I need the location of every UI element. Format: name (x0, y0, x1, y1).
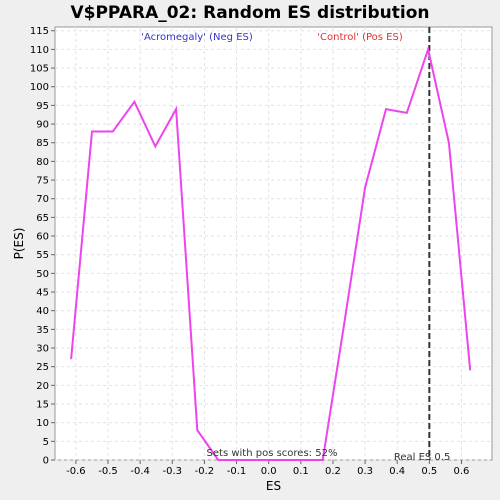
y-tick-label: 115 (30, 26, 49, 37)
y-tick-label: 55 (36, 250, 49, 261)
x-tick-label: 0.2 (325, 466, 341, 477)
y-tick-label: 95 (36, 101, 49, 112)
y-tick-label: 40 (36, 306, 49, 317)
x-tick-label: 0.6 (454, 466, 470, 477)
y-tick-label: 15 (36, 400, 49, 411)
y-tick-label: 90 (36, 120, 49, 131)
y-tick-label: 75 (36, 176, 49, 187)
y-tick-label: 0 (43, 456, 49, 467)
sets-pos-label: Sets with pos scores: 52% (207, 448, 338, 459)
x-tick-label: 0.0 (261, 466, 277, 477)
y-tick-label: 10 (36, 418, 49, 429)
y-tick-label: 110 (30, 45, 49, 56)
x-tick-label: -0.2 (195, 466, 215, 477)
y-tick-label: 105 (30, 64, 49, 75)
x-tick-label: 0.5 (421, 466, 437, 477)
y-tick-label: 20 (36, 381, 49, 392)
x-tick-label: -0.4 (130, 466, 150, 477)
y-tick-label: 30 (36, 344, 49, 355)
y-tick-label: 85 (36, 138, 49, 149)
neg-es-label: 'Acromegaly' (Neg ES) (141, 32, 253, 43)
y-tick-label: 65 (36, 213, 49, 224)
x-tick-label: -0.3 (163, 466, 183, 477)
plot-area (54, 26, 493, 461)
real-es-label: Real ES 0.5 (394, 452, 450, 463)
x-tick-label: 0.3 (357, 466, 373, 477)
pos-es-label: 'Control' (Pos ES) (317, 32, 403, 43)
y-axis-label: P(ES) (12, 228, 26, 260)
x-tick-label: 0.4 (389, 466, 405, 477)
y-tick-label: 5 (43, 437, 49, 448)
y-tick-label: 50 (36, 269, 49, 280)
x-axis: -0.6 -0.5 -0.4 -0.3 -0.2 -0.1 0.0 0.1 0.2 0.3 0.4 0… (66, 460, 469, 477)
x-tick-label: -0.6 (66, 466, 86, 477)
y-tick-label: 100 (30, 82, 49, 93)
y-tick-label: 60 (36, 232, 49, 243)
x-tick-label: -0.5 (98, 466, 118, 477)
y-tick-label: 25 (36, 362, 49, 373)
y-axis: 0 5 10 15 20 25 30 35 40 45 50 55 60 65 70 75 80 85 90 95 10… (30, 26, 55, 467)
x-axis-label: ES (266, 479, 281, 493)
chart-title: V$PPARA_02: Random ES distribution (70, 3, 429, 23)
y-tick-label: 70 (36, 194, 49, 205)
y-tick-label: 80 (36, 157, 49, 168)
y-tick-label: 35 (36, 325, 49, 336)
x-tick-label: 0.1 (293, 466, 309, 477)
series-line (70, 45, 472, 461)
y-tick-label: 45 (36, 288, 49, 299)
x-tick-label: -0.1 (227, 466, 247, 477)
